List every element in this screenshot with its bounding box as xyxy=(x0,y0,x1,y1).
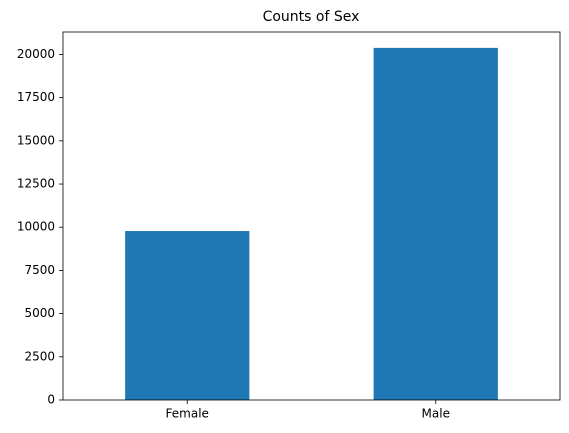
bar xyxy=(373,47,498,400)
y-tick-label: 20000 xyxy=(17,47,55,61)
y-tick-label: 15000 xyxy=(17,133,55,147)
y-tick-label: 12500 xyxy=(17,177,55,191)
y-tick-label: 10000 xyxy=(17,220,55,234)
x-tick-label: Male xyxy=(422,407,450,421)
y-tick-label: 0 xyxy=(47,393,55,407)
y-tick-label: 2500 xyxy=(24,349,55,363)
y-tick-label: 17500 xyxy=(17,90,55,104)
chart-title: Counts of Sex xyxy=(263,9,360,25)
bar xyxy=(125,231,250,400)
x-tick-label: Female xyxy=(166,407,209,421)
y-tick-label: 5000 xyxy=(24,306,55,320)
y-tick-label: 7500 xyxy=(24,263,55,277)
axes-frame xyxy=(62,31,561,401)
